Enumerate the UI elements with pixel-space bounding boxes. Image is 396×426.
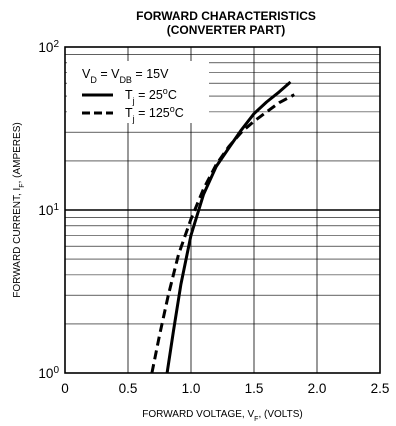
series-line-1 — [165, 80, 292, 374]
tick-labels: 0 0.5 1.0 1.5 2.0 2.5 100 101 102 — [38, 39, 389, 397]
chart-title-line-2: (CONVERTER PART) — [167, 23, 285, 37]
legend-label-1: Tj = 25oC — [125, 86, 177, 106]
x-tick-label: 0 — [61, 381, 69, 396]
series-curves — [150, 80, 296, 374]
x-tick-label: 1.0 — [182, 381, 201, 396]
x-tick-label: 2.5 — [371, 381, 390, 396]
x-tick-label: 2.0 — [308, 381, 327, 396]
y-tick-label: 100 — [38, 365, 59, 382]
grid-lines — [65, 47, 380, 373]
plot-frame — [64, 46, 381, 374]
x-tick-label: 0.5 — [119, 381, 138, 396]
legend-box — [67, 61, 209, 123]
y-tick-label: 102 — [38, 39, 59, 56]
x-tick-label: 1.5 — [245, 381, 264, 396]
y-tick-label: 101 — [38, 202, 59, 219]
chart-title-line-1: FORWARD CHARACTERISTICS — [136, 9, 316, 23]
legend-label-2: Tj = 125oC — [125, 104, 184, 124]
y-axis-label: FORWARD CURRENT, IF, (AMPERES) — [12, 122, 26, 297]
x-axis-label: FORWARD VOLTAGE, VF, (VOLTS) — [142, 409, 302, 423]
legend-condition: VD = VDB = 15V — [82, 67, 169, 85]
